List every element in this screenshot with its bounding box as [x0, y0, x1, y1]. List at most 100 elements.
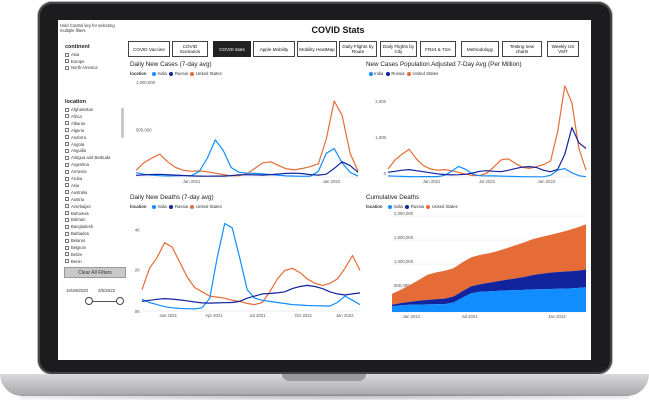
checkbox[interactable]: [65, 183, 69, 188]
location-item[interactable]: Antigua and Barbuda: [65, 155, 110, 160]
tab-fr24-tsa[interactable]: FR24 & TSA: [420, 41, 456, 57]
location-item-label: Bahrain: [71, 217, 86, 223]
checkbox[interactable]: [65, 52, 69, 57]
legend-daily-cases: location India Russia United States: [130, 71, 222, 76]
location-item[interactable]: Austria: [65, 197, 84, 202]
checkbox[interactable]: [65, 204, 69, 209]
legend-india: India: [157, 204, 167, 209]
checkbox[interactable]: [65, 217, 69, 222]
series-line-india: [141, 222, 361, 310]
checkbox[interactable]: [65, 259, 69, 264]
y-tick-label: 2,000: [375, 99, 386, 104]
checkbox[interactable]: [65, 162, 69, 167]
date-slider-track: [89, 301, 120, 302]
checkbox[interactable]: [65, 114, 69, 119]
checkbox[interactable]: [65, 121, 69, 126]
location-scrollbar[interactable]: [121, 108, 124, 138]
tab-apple-mobility[interactable]: Apple Mobility: [253, 41, 295, 57]
checkbox[interactable]: [65, 169, 69, 174]
location-item-label: Australia: [71, 189, 88, 195]
tab-covid-vaccine[interactable]: COVID Vaccine: [128, 41, 170, 57]
location-item-label: Asia: [71, 182, 80, 188]
tab-methodology[interactable]: Methodology: [461, 41, 499, 57]
y-tick-label: 2,000,000: [394, 211, 414, 216]
date-slider-start-handle[interactable]: [85, 297, 93, 305]
date-slider-end-handle[interactable]: [116, 297, 124, 305]
series-line-india: [135, 139, 359, 177]
x-tick-label: Jan 2022: [336, 313, 354, 318]
legend-cases-per-million: India Russia United States: [366, 71, 438, 76]
tab-covid-stats[interactable]: COVID stats: [213, 41, 251, 57]
location-item[interactable]: Asia: [65, 183, 79, 188]
series-area-russia: [392, 269, 586, 307]
checkbox[interactable]: [65, 238, 69, 243]
checkbox[interactable]: [65, 148, 69, 153]
checkbox[interactable]: [65, 65, 69, 70]
location-item[interactable]: Armenia: [65, 169, 87, 174]
location-item[interactable]: Benin: [65, 259, 82, 264]
location-item[interactable]: Algeria: [65, 128, 84, 133]
checkbox[interactable]: [65, 190, 69, 195]
legend-us: United States: [195, 71, 222, 76]
location-item[interactable]: Argentina: [65, 162, 89, 167]
location-item-label: Antigua and Barbuda: [71, 155, 111, 161]
location-item[interactable]: Belize: [65, 252, 82, 257]
location-item[interactable]: Africa: [65, 114, 82, 119]
x-tick-label: Jul 2021: [249, 313, 266, 318]
location-item[interactable]: Belarus: [65, 238, 85, 243]
continent-slicer-title: continent: [65, 44, 90, 50]
location-item[interactable]: Bangladesh: [65, 224, 93, 229]
checkbox[interactable]: [65, 155, 69, 160]
checkbox[interactable]: [65, 107, 69, 112]
checkbox[interactable]: [65, 176, 69, 181]
x-tick-label: Jan 2021: [183, 179, 201, 184]
location-item[interactable]: Azerbaijan: [65, 204, 91, 209]
location-item[interactable]: Angola: [65, 142, 84, 147]
legend-dot-us: [190, 204, 195, 209]
continent-item[interactable]: Europe: [65, 59, 85, 64]
continent-item[interactable]: Asia: [65, 52, 79, 57]
clear-all-filters-button[interactable]: Clear All Filters: [64, 267, 126, 278]
location-item-label: Belarus: [71, 238, 86, 244]
checkbox[interactable]: [65, 231, 69, 236]
tab-covid-scenarios[interactable]: COVID Scenarios: [172, 41, 208, 57]
location-item[interactable]: Belgium: [65, 245, 86, 250]
location-item[interactable]: Barbados: [65, 231, 89, 236]
checkbox[interactable]: [65, 59, 69, 63]
checkbox[interactable]: [65, 128, 69, 133]
tab-weekly-us-vmt[interactable]: Weekly US VMT: [547, 41, 579, 57]
continent-item[interactable]: North America: [65, 65, 98, 70]
y-tick-label: 2K: [135, 268, 140, 273]
checkbox[interactable]: [65, 135, 69, 140]
location-item-label: Argentina: [71, 162, 89, 168]
legend-india: India: [374, 71, 384, 76]
location-item[interactable]: Afghanistan: [65, 107, 93, 112]
location-item[interactable]: Bahamas: [65, 211, 89, 216]
location-item[interactable]: Australia: [65, 190, 87, 195]
location-item-label: Azerbaijan: [71, 203, 91, 209]
location-item-label: Anguilla: [71, 148, 86, 154]
x-tick-label: Jul 2021: [479, 179, 496, 184]
location-item[interactable]: Aruba: [65, 176, 82, 181]
location-item[interactable]: Albania: [65, 121, 85, 126]
series-line-us: [141, 242, 361, 306]
y-tick-label: 0K: [135, 309, 140, 314]
checkbox[interactable]: [65, 197, 69, 202]
checkbox[interactable]: [65, 252, 69, 257]
checkbox[interactable]: [65, 245, 69, 250]
laptop-notch: [282, 374, 366, 381]
y-tick-label: 0: [384, 171, 387, 176]
location-item[interactable]: Andorra: [65, 135, 86, 140]
chart-title-cases-per-million: New Cases Population Adjusted 7-Day Avg …: [366, 61, 522, 68]
tab-mobility-heatmap[interactable]: Mobility HeatMap: [297, 41, 337, 57]
tab-testing-new-charts[interactable]: Testing new charts: [502, 41, 542, 57]
tab-daily-flights-city[interactable]: Daily Flights by City: [380, 41, 417, 57]
location-item[interactable]: Anguilla: [65, 148, 86, 153]
tab-daily-flights-route[interactable]: Daily Flights by Route: [339, 41, 377, 57]
checkbox[interactable]: [65, 142, 69, 146]
legend-russia: Russia: [174, 71, 188, 76]
location-item-label: Afghanistan: [71, 107, 94, 112]
checkbox[interactable]: [65, 224, 69, 229]
checkbox[interactable]: [65, 211, 69, 215]
location-item[interactable]: Bahrain: [65, 217, 85, 222]
